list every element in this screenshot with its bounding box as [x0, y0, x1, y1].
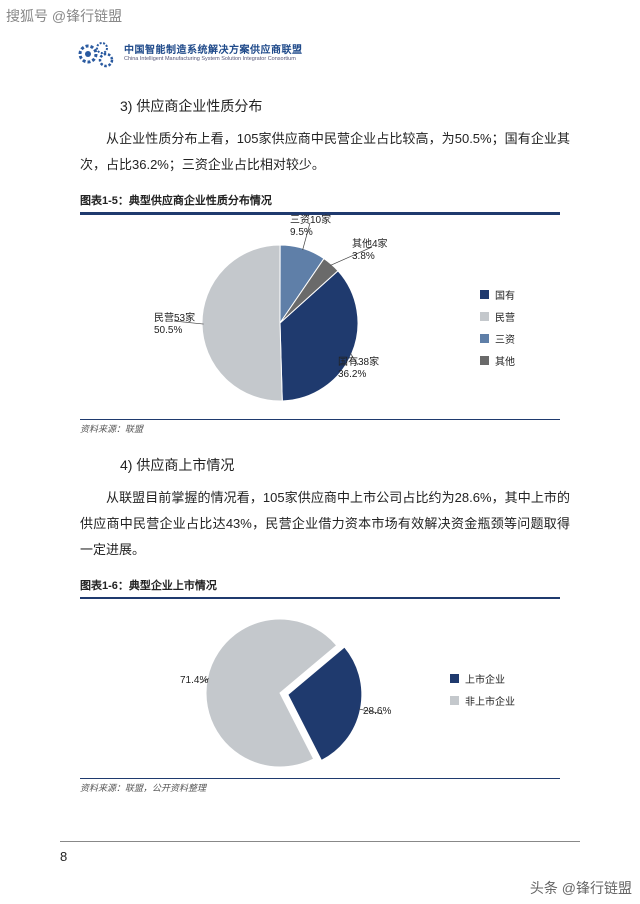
legend-swatch: [480, 334, 489, 343]
figure-1-6-source: 资料来源：联盟，公开资料整理: [80, 781, 580, 794]
slice-label-listed: 28.6%: [363, 706, 391, 719]
logo-gears-icon: [78, 40, 118, 68]
legend: 上市企业非上市企业: [450, 671, 515, 708]
section-3-heading: 3) 供应商企业性质分布: [120, 96, 580, 116]
watermark-top: 搜狐号 @锋行链盟: [6, 6, 122, 26]
section-3-para: 从企业性质分布上看，105家供应商中民营企业占比较高，为50.5%；国有企业其次…: [80, 126, 570, 178]
legend-item: 国有: [480, 287, 515, 302]
logo-en: China Intelligent Manufacturing System S…: [124, 56, 303, 62]
legend-label: 上市企业: [465, 671, 505, 686]
legend-swatch: [450, 696, 459, 705]
legend-item: 其他: [480, 353, 515, 368]
logo-cn: 中国智能制造系统解决方案供应商联盟: [124, 45, 303, 56]
legend-label: 国有: [495, 287, 515, 302]
figure-1-5-title: 图表1-5：典型供应商企业性质分布情况: [80, 192, 580, 208]
legend-item: 民营: [480, 309, 515, 324]
slice-label-unlisted: 71.4%: [180, 675, 208, 688]
legend: 国有民营三资其他: [480, 287, 515, 368]
watermark-bottom: 头条 @锋行链盟: [530, 878, 632, 898]
logo: 中国智能制造系统解决方案供应商联盟 China Intelligent Manu…: [78, 40, 580, 68]
legend-label: 非上市企业: [465, 693, 515, 708]
document-page: 中国智能制造系统解决方案供应商联盟 China Intelligent Manu…: [0, 0, 640, 904]
legend-swatch: [480, 356, 489, 365]
slice-label-other: 其他4家3.8%: [352, 239, 388, 264]
figure-rule: [80, 778, 560, 779]
legend-label: 其他: [495, 353, 515, 368]
legend-item: 三资: [480, 331, 515, 346]
legend-swatch: [480, 312, 489, 321]
slice-label-private: 民营53家50.5%: [154, 313, 195, 338]
legend-swatch: [450, 674, 459, 683]
figure-1-5-source: 资料来源：联盟: [80, 422, 580, 435]
legend-label: 民营: [495, 309, 515, 324]
slice-label-foreign: 三资10家9.5%: [290, 215, 331, 240]
legend-item: 非上市企业: [450, 693, 515, 708]
legend-item: 上市企业: [450, 671, 515, 686]
section-4-heading: 4) 供应商上市情况: [120, 455, 580, 475]
figure-rule: [80, 419, 560, 420]
figure-rule: [80, 597, 560, 600]
figure-1-5-chart: 国有38家36.2% 民营53家50.5% 三资10家9.5% 其他4家3.8% 国有民…: [80, 217, 560, 417]
logo-text: 中国智能制造系统解决方案供应商联盟 China Intelligent Manu…: [124, 45, 303, 62]
legend-swatch: [480, 290, 489, 299]
figure-1-6-chart: 28.6% 71.4% 上市企业非上市企业: [80, 601, 560, 776]
legend-label: 三资: [495, 331, 515, 346]
pie-slice-private: [202, 245, 282, 401]
section-4-para: 从联盟目前掌握的情况看，105家供应商中上市公司占比约为28.6%，其中上市的供…: [80, 485, 570, 563]
figure-1-6-title: 图表1-6：典型企业上市情况: [80, 577, 580, 593]
page-number: 8: [60, 849, 67, 864]
slice-label-state: 国有38家36.2%: [338, 357, 379, 382]
page-rule: [60, 841, 580, 842]
